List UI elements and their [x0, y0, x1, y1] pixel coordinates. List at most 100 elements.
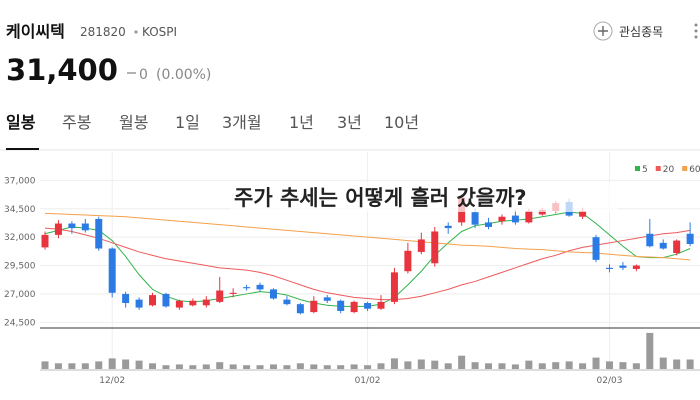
y-tick-label: 27,000 — [4, 290, 36, 300]
volume-bar — [149, 363, 157, 369]
annotation-bg — [230, 182, 618, 212]
candle-body — [175, 300, 183, 308]
candle-body — [243, 287, 251, 289]
volume-bar — [404, 361, 412, 369]
candle-body — [404, 250, 412, 272]
candle-body — [54, 223, 62, 235]
volume-bar — [485, 363, 493, 369]
volume-bar — [646, 332, 654, 369]
volume-bar — [619, 362, 627, 369]
candle-body — [310, 300, 318, 313]
candle-body — [377, 301, 385, 309]
volume-bar — [511, 364, 519, 369]
tab[interactable]: 일봉 — [6, 113, 36, 132]
candle-body — [256, 284, 264, 290]
tab[interactable]: 주봉 — [62, 113, 91, 132]
candle-body — [229, 292, 237, 294]
stock-code: 281820 — [80, 25, 126, 39]
volume-bar — [189, 365, 197, 369]
volume-bar — [162, 365, 170, 369]
volume-bar — [108, 358, 116, 369]
volume-bar — [243, 365, 251, 369]
volume-bar — [632, 363, 640, 369]
volume-bar — [256, 365, 264, 369]
volume-bar — [283, 365, 291, 369]
candle-body — [498, 216, 506, 222]
tab[interactable]: 1일 — [175, 113, 200, 132]
volume-bar — [471, 362, 479, 369]
candle-body — [390, 272, 398, 302]
volume-bar — [659, 357, 667, 369]
tab[interactable]: 1년 — [289, 113, 314, 132]
volume-bar — [458, 355, 466, 369]
volume-bar — [216, 362, 224, 369]
volume-bar — [269, 364, 277, 369]
volume-bar — [296, 363, 304, 369]
candle-body — [417, 239, 425, 252]
candle-body — [525, 211, 533, 223]
volume-bar — [81, 363, 89, 369]
candle-body — [41, 234, 49, 248]
tab[interactable]: 10년 — [384, 113, 419, 132]
candle-body — [216, 290, 224, 302]
volume-bar — [323, 365, 331, 369]
tabs: 일봉 주봉 월봉 1일 3개월 1년 3년 10년 — [6, 113, 419, 132]
volume-bar — [68, 363, 76, 369]
tab[interactable]: 월봉 — [119, 113, 148, 132]
candle-body — [673, 240, 681, 254]
candle-body — [686, 233, 694, 244]
candle-body — [135, 299, 143, 308]
volume-bar — [135, 360, 143, 369]
volume-bar — [122, 359, 130, 369]
legend-swatch — [655, 166, 661, 171]
candle-body — [471, 212, 479, 225]
candle-body — [350, 301, 358, 313]
candle-body — [511, 215, 519, 223]
candle-body — [579, 211, 587, 217]
tab[interactable]: 3개월 — [222, 113, 262, 132]
watch-icon[interactable] — [593, 21, 613, 41]
candle-body — [296, 304, 304, 314]
volume-bar — [444, 363, 452, 369]
volume-bar — [605, 361, 613, 369]
change: 0 — [139, 67, 148, 83]
candle-body — [162, 293, 170, 307]
volume-bar — [364, 365, 372, 369]
candle-body — [619, 265, 627, 268]
legend-swatch — [682, 166, 688, 171]
candle-body — [283, 299, 291, 305]
candle-body — [95, 218, 103, 249]
candle-body — [646, 233, 654, 247]
more-menu[interactable] — [694, 23, 698, 39]
y-tick-label: 32,000 — [4, 233, 36, 243]
candle-body — [269, 289, 277, 299]
separator-dot — [134, 30, 138, 34]
ma-line — [44, 212, 691, 261]
legend-label: 20 — [663, 165, 675, 175]
tab[interactable]: 3년 — [337, 113, 362, 132]
volume-bar — [579, 363, 587, 369]
volume-bar — [592, 357, 600, 369]
volume-bar — [54, 363, 62, 369]
volume-bar — [95, 361, 103, 369]
candle-body — [108, 248, 116, 293]
volume-bar — [41, 361, 49, 369]
candle-body — [202, 299, 210, 306]
change-pct: (0.00%) — [156, 67, 211, 83]
candle-body — [81, 223, 89, 231]
legend-label: 5 — [642, 165, 648, 175]
volume-bar — [377, 363, 385, 369]
volume-bar — [673, 359, 681, 369]
y-tick-label: 34,500 — [4, 205, 36, 215]
watch-button[interactable]: 관심종목 — [619, 25, 663, 39]
candle-body — [444, 225, 452, 229]
volume-bar — [202, 364, 210, 369]
ma-line — [44, 227, 691, 301]
candle-body — [323, 297, 331, 301]
legend-label: 60 — [689, 165, 700, 175]
candle-body — [122, 293, 130, 304]
x-tick-label: 12/02 — [99, 376, 125, 386]
legend-swatch — [635, 166, 640, 171]
volume-bar — [310, 364, 318, 369]
